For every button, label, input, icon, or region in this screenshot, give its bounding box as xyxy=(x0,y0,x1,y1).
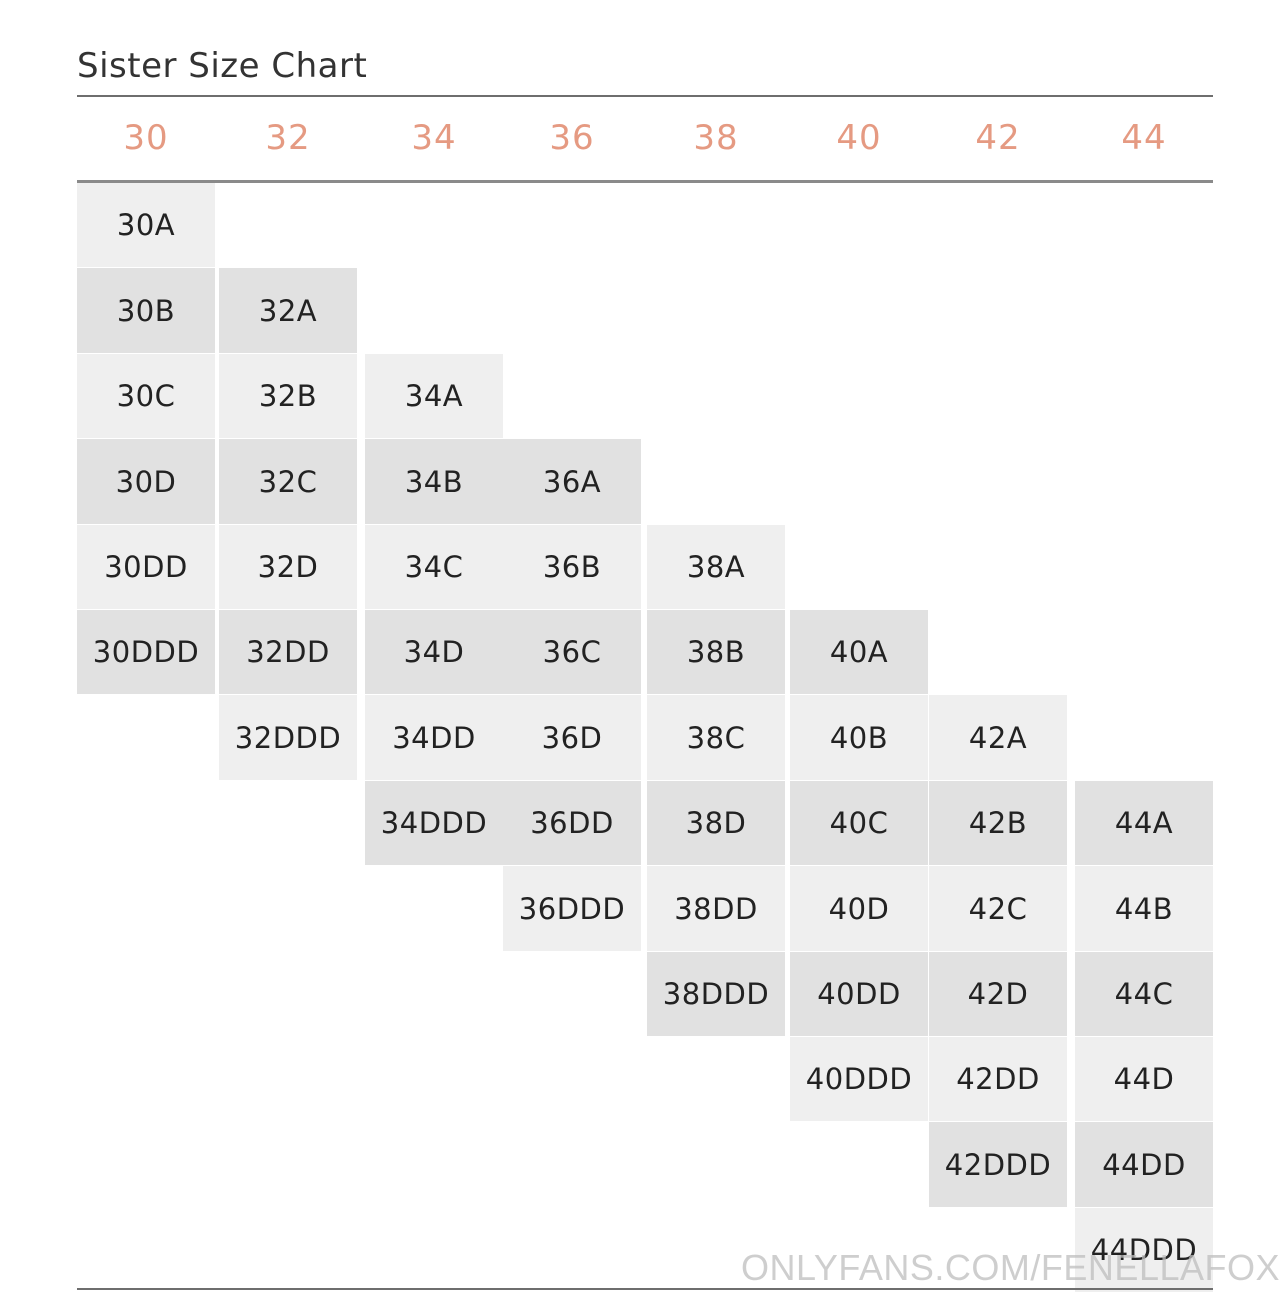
size-cell-40ddd: 40DDD xyxy=(790,1037,928,1121)
size-cell-44dd: 44DD xyxy=(1075,1122,1213,1207)
size-cell-30b: 30B xyxy=(77,268,215,353)
band-size-36: 36 xyxy=(549,118,595,158)
size-cell-34a: 34A xyxy=(365,354,503,438)
size-cell-40b: 40B xyxy=(790,695,928,780)
size-cell-30c: 30C xyxy=(77,354,215,438)
size-cell-36d: 36D xyxy=(503,695,641,780)
size-cell-32a: 32A xyxy=(219,268,357,353)
band-size-44: 44 xyxy=(1121,118,1167,158)
size-cell-34ddd: 34DDD xyxy=(365,781,503,865)
band-size-30: 30 xyxy=(123,118,169,158)
size-cell-32ddd: 32DDD xyxy=(219,695,357,780)
size-cell-38b: 38B xyxy=(647,610,785,694)
top-divider xyxy=(77,95,1213,97)
size-cell-32dd: 32DD xyxy=(219,610,357,694)
size-cell-44d: 44D xyxy=(1075,1037,1213,1121)
size-cell-34dd: 34DD xyxy=(365,695,503,780)
band-size-42: 42 xyxy=(975,118,1021,158)
size-cell-42d: 42D xyxy=(929,952,1067,1036)
size-cell-38dd: 38DD xyxy=(647,866,785,951)
size-cell-30dd: 30DD xyxy=(77,525,215,609)
size-cell-36a: 36A xyxy=(503,439,641,524)
size-cell-38ddd: 38DDD xyxy=(647,952,785,1036)
size-cell-38d: 38D xyxy=(647,781,785,865)
size-cell-32d: 32D xyxy=(219,525,357,609)
size-cell-34c: 34C xyxy=(365,525,503,609)
band-size-32: 32 xyxy=(265,118,311,158)
header-divider xyxy=(77,180,1213,183)
size-cell-40c: 40C xyxy=(790,781,928,865)
band-size-34: 34 xyxy=(411,118,457,158)
watermark: ONLYFANS.COM/FENELLAFOX xyxy=(741,1247,1280,1288)
size-cell-42ddd: 42DDD xyxy=(929,1122,1067,1207)
size-cell-36b: 36B xyxy=(503,525,641,609)
size-cell-38a: 38A xyxy=(647,525,785,609)
page-title: Sister Size Chart xyxy=(77,46,368,86)
size-cell-44c: 44C xyxy=(1075,952,1213,1036)
size-cell-30d: 30D xyxy=(77,439,215,524)
size-cell-44b: 44B xyxy=(1075,866,1213,951)
size-cell-36dd: 36DD xyxy=(503,781,641,865)
size-cell-30a: 30A xyxy=(77,183,215,267)
size-cell-42a: 42A xyxy=(929,695,1067,780)
band-size-38: 38 xyxy=(693,118,739,158)
size-cell-38c: 38C xyxy=(647,695,785,780)
size-cell-32c: 32C xyxy=(219,439,357,524)
size-cell-42dd: 42DD xyxy=(929,1037,1067,1121)
size-cell-40d: 40D xyxy=(790,866,928,951)
size-cell-40dd: 40DD xyxy=(790,952,928,1036)
band-size-40: 40 xyxy=(836,118,882,158)
size-cell-42b: 42B xyxy=(929,781,1067,865)
size-cell-32b: 32B xyxy=(219,354,357,438)
size-cell-36ddd: 36DDD xyxy=(503,866,641,951)
size-cell-34d: 34D xyxy=(365,610,503,694)
size-cell-36c: 36C xyxy=(503,610,641,694)
size-cell-34b: 34B xyxy=(365,439,503,524)
size-cell-40a: 40A xyxy=(790,610,928,694)
size-cell-42c: 42C xyxy=(929,866,1067,951)
size-cell-44ddd: 44DDD xyxy=(1075,1208,1213,1292)
size-cell-44a: 44A xyxy=(1075,781,1213,865)
size-cell-30ddd: 30DDD xyxy=(77,610,215,694)
bottom-divider xyxy=(77,1288,1213,1290)
